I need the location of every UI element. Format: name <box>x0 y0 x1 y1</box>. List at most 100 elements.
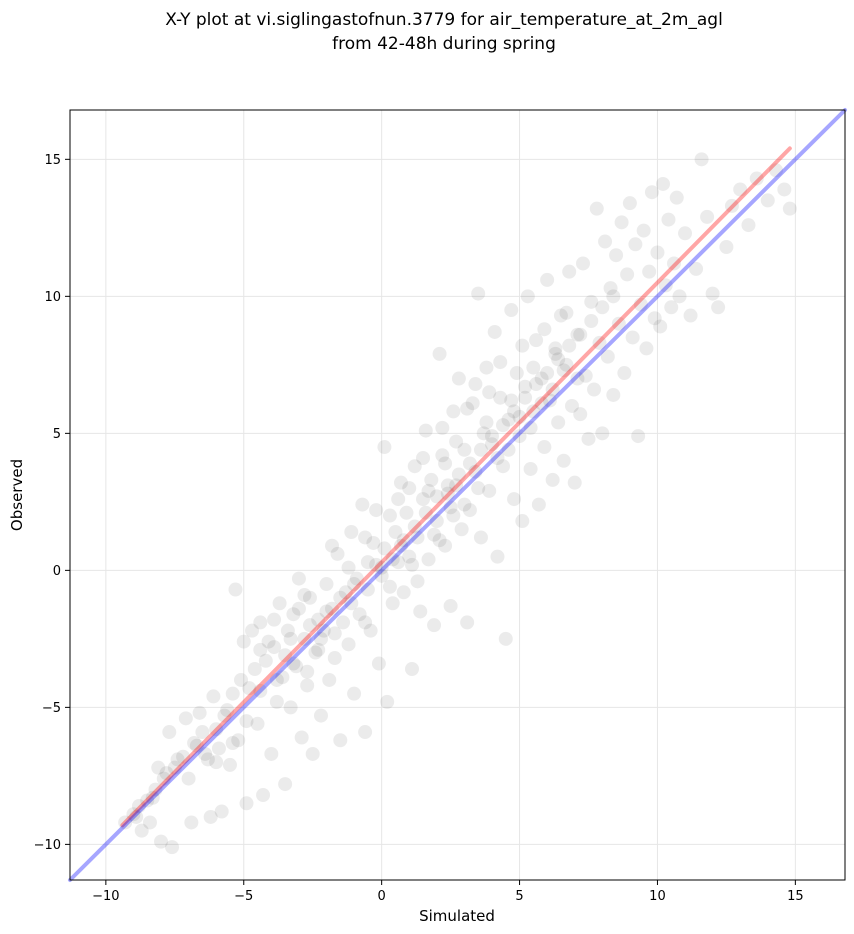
data-point <box>327 651 342 666</box>
data-point <box>782 201 797 216</box>
data-point <box>200 752 215 767</box>
data-point <box>371 656 386 671</box>
x-tick-label: 15 <box>787 889 804 904</box>
data-point <box>382 508 397 523</box>
data-point <box>391 492 406 507</box>
data-point <box>388 524 403 539</box>
data-point <box>162 725 177 740</box>
data-point <box>642 264 657 279</box>
data-point <box>269 694 284 709</box>
data-point <box>134 823 149 838</box>
data-point <box>584 294 599 309</box>
data-point <box>242 681 257 696</box>
data-point <box>446 508 461 523</box>
data-point <box>542 393 557 408</box>
data-point <box>473 530 488 545</box>
data-point <box>606 387 621 402</box>
data-point <box>471 286 486 301</box>
data-point <box>567 475 582 490</box>
data-point <box>308 645 323 660</box>
data-point <box>195 725 210 740</box>
data-point <box>377 541 392 556</box>
data-point <box>311 612 326 627</box>
data-point <box>374 560 389 575</box>
x-tick-label: −5 <box>234 889 253 904</box>
data-point <box>462 503 477 518</box>
data-point <box>556 453 571 468</box>
data-point <box>664 300 679 315</box>
data-point <box>473 442 488 457</box>
data-point <box>253 683 268 698</box>
data-point <box>209 755 224 770</box>
data-point <box>283 700 298 715</box>
data-point <box>225 686 240 701</box>
data-point <box>520 289 535 304</box>
data-point <box>545 382 560 397</box>
data-point <box>382 579 397 594</box>
data-point <box>256 788 271 803</box>
data-point <box>700 209 715 224</box>
data-point <box>178 711 193 726</box>
data-point <box>438 538 453 553</box>
data-point <box>667 256 682 271</box>
data-point <box>203 809 218 824</box>
data-point <box>587 382 602 397</box>
data-point <box>427 618 442 633</box>
y-tick-label: 5 <box>53 427 61 442</box>
data-point <box>396 585 411 600</box>
data-point <box>344 596 359 611</box>
data-point <box>523 420 538 435</box>
data-point <box>611 316 626 331</box>
data-point <box>360 582 375 597</box>
data-point <box>267 640 282 655</box>
data-point <box>184 815 199 830</box>
data-point <box>366 535 381 550</box>
data-point <box>655 176 670 191</box>
data-point <box>245 623 260 638</box>
data-point <box>225 735 240 750</box>
data-point <box>231 733 246 748</box>
data-point <box>504 303 519 318</box>
data-point <box>154 834 169 849</box>
data-point <box>545 472 560 487</box>
data-point <box>584 313 599 328</box>
data-point <box>410 530 425 545</box>
data-point <box>187 735 202 750</box>
data-point <box>341 560 356 575</box>
data-point <box>564 398 579 413</box>
data-point <box>272 596 287 611</box>
data-point <box>131 799 146 814</box>
data-point <box>156 771 171 786</box>
y-tick-label: 15 <box>44 153 61 168</box>
data-point <box>443 598 458 613</box>
data-point <box>421 483 436 498</box>
data-point <box>504 393 519 408</box>
data-point <box>482 483 497 498</box>
data-point <box>336 615 351 630</box>
data-point <box>476 426 491 441</box>
data-point <box>302 590 317 605</box>
data-point <box>501 412 516 427</box>
data-point <box>490 451 505 466</box>
data-point <box>556 363 571 378</box>
data-point <box>529 377 544 392</box>
data-point <box>553 308 568 323</box>
data-point <box>302 618 317 633</box>
data-point <box>501 442 516 457</box>
data-point <box>603 281 618 296</box>
data-point <box>446 404 461 419</box>
data-point <box>305 746 320 761</box>
data-point <box>145 790 160 805</box>
data-point <box>705 286 720 301</box>
data-point <box>404 662 419 677</box>
data-point <box>413 604 428 619</box>
data-point <box>267 612 282 627</box>
data-point <box>220 703 235 718</box>
data-point <box>269 672 284 687</box>
data-point <box>327 626 342 641</box>
data-point <box>562 264 577 279</box>
data-point <box>118 815 133 830</box>
data-point <box>650 245 665 260</box>
data-point <box>647 311 662 326</box>
data-point <box>380 694 395 709</box>
